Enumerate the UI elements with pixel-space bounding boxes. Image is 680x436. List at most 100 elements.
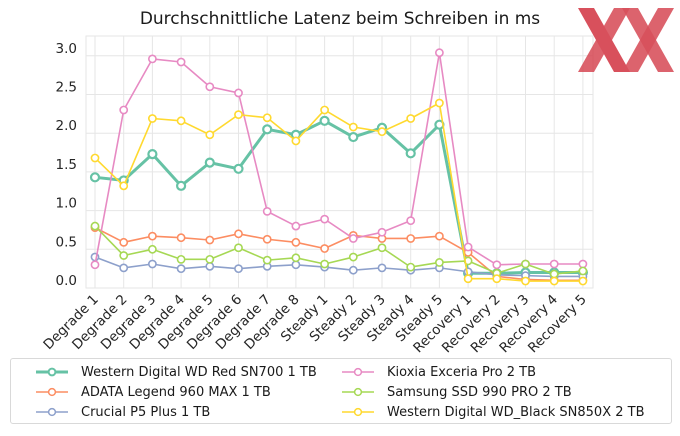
data-point bbox=[147, 148, 158, 160]
data-point bbox=[234, 264, 243, 274]
data-point bbox=[320, 214, 329, 224]
data-point bbox=[434, 48, 444, 58]
legend-label: ADATA Legend 960 MAX 1 TB bbox=[81, 384, 271, 400]
data-point bbox=[204, 157, 215, 168]
legend-label: Crucial P5 Plus 1 TB bbox=[81, 404, 211, 420]
y-tick-label: 0.5 bbox=[56, 234, 77, 250]
legend: Western Digital WD Red SN700 1 TB ADATA … bbox=[10, 358, 672, 424]
data-point bbox=[463, 242, 473, 252]
data-point bbox=[234, 88, 243, 98]
data-point bbox=[90, 221, 100, 231]
data-point bbox=[406, 234, 416, 243]
data-point bbox=[348, 131, 359, 143]
data-point bbox=[233, 163, 244, 174]
data-point bbox=[176, 254, 186, 264]
legend-label: Western Digital WD Red SN700 1 TB bbox=[81, 364, 317, 380]
data-point bbox=[119, 251, 129, 260]
data-point bbox=[521, 259, 530, 269]
data-point bbox=[377, 243, 387, 253]
data-point bbox=[176, 264, 186, 274]
data-point bbox=[176, 57, 186, 67]
data-point bbox=[176, 180, 187, 191]
legend-item: Kioxia Exceria Pro 2 TB bbox=[341, 361, 536, 383]
data-point bbox=[291, 136, 301, 146]
data-point bbox=[578, 276, 588, 286]
data-point bbox=[176, 116, 186, 126]
data-point bbox=[319, 115, 330, 126]
legend-label: Samsung SSD 990 PRO 2 TB bbox=[387, 384, 572, 400]
series-line bbox=[94, 226, 583, 282]
legend-item: Samsung SSD 990 PRO 2 TB bbox=[341, 381, 572, 403]
data-point bbox=[119, 105, 129, 115]
data-point bbox=[176, 233, 186, 243]
data-point bbox=[234, 229, 243, 239]
data-point bbox=[348, 252, 358, 262]
data-point bbox=[434, 98, 444, 108]
y-tick-label: 1.5 bbox=[56, 157, 77, 173]
series-2 bbox=[90, 252, 588, 281]
data-point bbox=[320, 244, 329, 253]
data-point bbox=[205, 130, 215, 140]
data-point bbox=[291, 237, 301, 247]
data-point bbox=[406, 216, 416, 226]
y-tick-label: 0.0 bbox=[56, 273, 77, 289]
y-tick-label: 3.0 bbox=[56, 41, 77, 57]
legend-label: Western Digital WD_Black SN850X 2 TB bbox=[387, 404, 645, 420]
series-line bbox=[94, 225, 583, 275]
data-point bbox=[348, 265, 358, 275]
data-point bbox=[492, 260, 502, 270]
data-point bbox=[434, 258, 444, 267]
data-point bbox=[291, 221, 301, 231]
series-5 bbox=[90, 98, 588, 286]
data-point bbox=[262, 255, 272, 265]
data-point bbox=[147, 259, 157, 269]
data-point bbox=[377, 263, 387, 273]
logo-icon bbox=[578, 8, 674, 72]
data-point bbox=[578, 266, 588, 276]
data-point bbox=[205, 261, 215, 271]
series-line bbox=[94, 102, 583, 282]
y-tick-label: 1.0 bbox=[56, 196, 77, 212]
data-point bbox=[234, 110, 243, 120]
chart-title: Durchschnittliche Latenz beim Schreiben … bbox=[140, 9, 540, 29]
y-tick-label: 2.0 bbox=[56, 118, 77, 134]
data-point bbox=[578, 259, 588, 269]
data-point bbox=[262, 206, 272, 216]
data-point bbox=[119, 263, 129, 273]
data-point bbox=[205, 235, 215, 245]
data-point bbox=[234, 243, 243, 253]
data-point bbox=[262, 113, 272, 123]
legend-item: Crucial P5 Plus 1 TB bbox=[35, 401, 210, 423]
data-point bbox=[205, 82, 215, 92]
legend-swatch-icon bbox=[36, 407, 68, 417]
series-line bbox=[94, 51, 583, 266]
legend-swatch-icon bbox=[36, 367, 68, 377]
data-point bbox=[119, 181, 129, 191]
legend-label: Kioxia Exceria Pro 2 TB bbox=[387, 364, 536, 380]
data-point bbox=[147, 114, 157, 123]
series-line bbox=[94, 256, 583, 278]
data-point bbox=[205, 254, 215, 264]
data-point bbox=[147, 54, 157, 64]
series-3 bbox=[90, 48, 588, 270]
legend-swatch-icon bbox=[342, 387, 374, 397]
data-point bbox=[406, 114, 416, 123]
data-point bbox=[147, 244, 157, 254]
series-layer bbox=[89, 48, 589, 286]
y-tick-label: 2.5 bbox=[56, 80, 77, 96]
legend-swatch-icon bbox=[342, 367, 374, 377]
data-point bbox=[320, 259, 329, 269]
data-point bbox=[90, 260, 100, 270]
data-point bbox=[521, 276, 530, 286]
data-point bbox=[348, 122, 358, 132]
y-axis-ticks: 0.0 0.5 1.0 1.5 2.0 2.5 3.0 bbox=[56, 41, 77, 289]
legend-item: Western Digital WD Red SN700 1 TB bbox=[35, 361, 317, 383]
legend-item: ADATA Legend 960 MAX 1 TB bbox=[35, 381, 271, 403]
data-point bbox=[291, 260, 301, 270]
data-point bbox=[348, 234, 358, 243]
grid bbox=[85, 35, 594, 289]
data-point bbox=[405, 148, 416, 159]
data-point bbox=[549, 269, 559, 279]
